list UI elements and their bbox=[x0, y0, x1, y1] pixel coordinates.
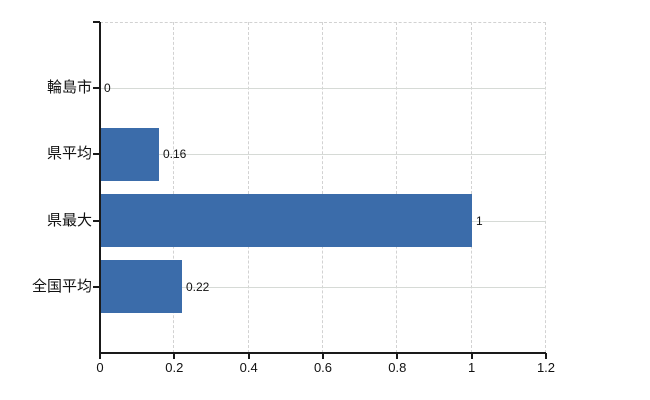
y-gridline bbox=[100, 88, 546, 89]
bar bbox=[100, 194, 472, 247]
category-label: 県平均 bbox=[46, 145, 92, 162]
y-gridline bbox=[100, 154, 546, 155]
y-axis-tick bbox=[93, 286, 100, 288]
x-gridline bbox=[247, 22, 249, 353]
value-label: 0 bbox=[104, 81, 111, 95]
x-gridline bbox=[396, 22, 398, 353]
y-axis-tick bbox=[93, 21, 100, 23]
category-label: 輪島市 bbox=[46, 79, 92, 96]
x-axis-tick bbox=[396, 353, 399, 359]
plot-top-border bbox=[100, 22, 546, 23]
bar bbox=[100, 128, 159, 181]
x-axis-line bbox=[99, 352, 546, 354]
y-axis-tick bbox=[93, 153, 100, 155]
x-axis-tick-label: 0.4 bbox=[239, 360, 258, 375]
y-axis-tick bbox=[93, 87, 100, 89]
x-gridline bbox=[545, 22, 546, 353]
y-axis-tick bbox=[93, 220, 100, 222]
x-axis-tick-label: 0.2 bbox=[165, 360, 184, 375]
x-axis-tick bbox=[99, 353, 101, 359]
y-axis-line bbox=[99, 22, 101, 354]
x-gridline bbox=[173, 22, 175, 353]
x-axis-tick-label: 0.6 bbox=[313, 360, 333, 375]
value-label: 0.16 bbox=[163, 147, 187, 161]
x-axis-tick-label: 1 bbox=[468, 360, 476, 375]
category-label: 県最大 bbox=[46, 212, 92, 229]
x-gridline bbox=[470, 22, 472, 353]
x-axis-tick bbox=[470, 353, 473, 359]
x-axis-tick bbox=[247, 353, 250, 359]
x-axis-tick-label: 0 bbox=[96, 360, 104, 375]
y-gridline bbox=[100, 287, 546, 288]
x-axis-tick bbox=[173, 353, 176, 359]
x-axis-tick bbox=[545, 353, 547, 359]
x-axis-tick-label: 0.8 bbox=[388, 360, 407, 375]
x-axis-tick bbox=[322, 353, 324, 359]
x-gridline bbox=[322, 22, 323, 353]
bar bbox=[100, 260, 182, 313]
value-label: 0.22 bbox=[186, 280, 210, 294]
category-label: 全国平均 bbox=[31, 278, 92, 295]
value-label: 1 bbox=[476, 214, 483, 228]
x-axis-tick-label: 1.2 bbox=[536, 360, 556, 375]
